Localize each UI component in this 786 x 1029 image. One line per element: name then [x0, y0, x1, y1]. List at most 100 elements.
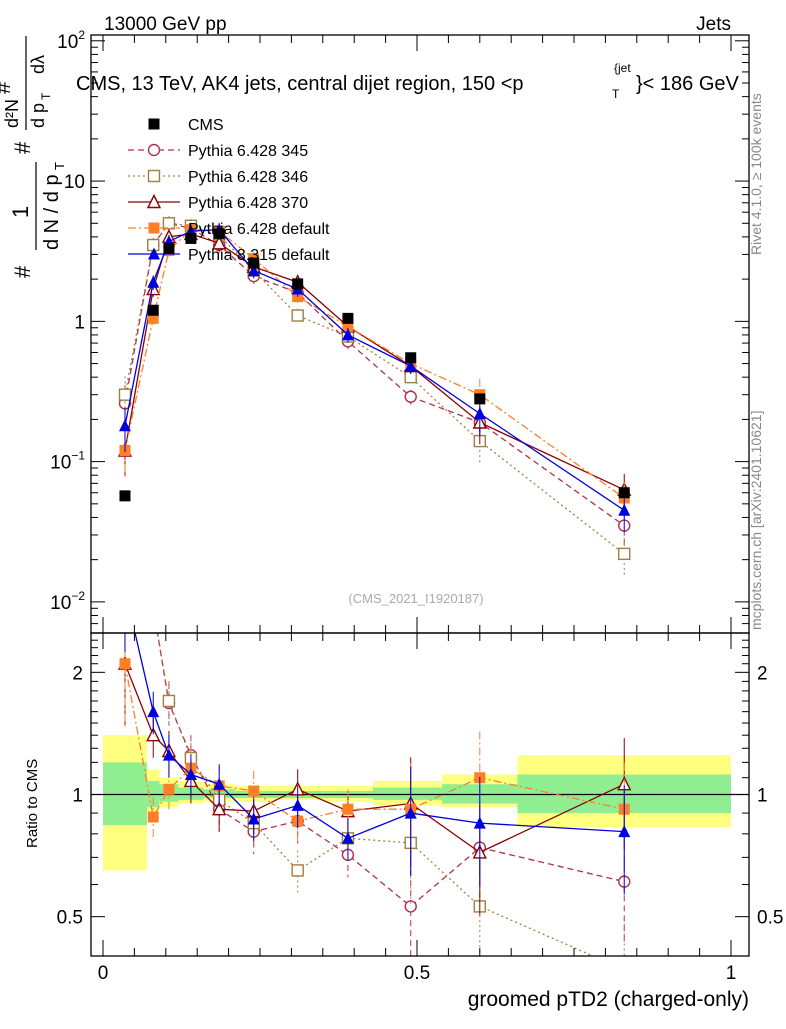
main-ylabel: # 1 d N / d p T # d²N # d p T dλ	[0, 36, 67, 278]
ratio-point-p370	[212, 801, 227, 816]
main-ytick-label: 102	[57, 28, 85, 53]
ratio-ytick-label-left: 0.5	[57, 908, 83, 929]
ratio-point-p370	[146, 727, 161, 742]
analysis-watermark: (CMS_2021_I1920187)	[348, 591, 483, 606]
ylabel-one: 1	[8, 206, 33, 218]
energy-label: 13000 GeV pp	[104, 14, 227, 35]
ratio-ytick-label-left: 1	[72, 786, 83, 807]
main-point-p8def	[247, 264, 260, 277]
ratio-point-p8def	[184, 768, 197, 781]
ratio-series-p8def	[124, 633, 631, 895]
ratio-point-p6def	[119, 658, 131, 670]
ratio-point-p8def	[473, 816, 486, 829]
legend-label-p370: Pythia 6.428 370	[188, 195, 308, 212]
ylabel-numerator: d²N	[2, 99, 22, 128]
xtick-label: 0	[98, 963, 109, 984]
main-ytick-label: 10−2	[50, 589, 85, 614]
ratio-ytick-label-right: 2	[757, 663, 768, 684]
main-point-cms	[147, 304, 159, 316]
main-point-p6def	[342, 320, 354, 332]
ratio-plot-area	[91, 633, 749, 956]
main-point-p346	[618, 547, 631, 561]
main-point-cms	[618, 487, 630, 499]
jets-label: Jets	[696, 14, 731, 35]
ratio-point-p8def	[291, 798, 304, 811]
ylabel-den2-sub: T	[39, 92, 53, 100]
ratio-point-p6def	[342, 803, 354, 815]
main-line-p345	[124, 222, 625, 527]
ratio-point-p346	[162, 694, 176, 708]
main-ytick-label: 10	[64, 172, 85, 193]
main-point-cms	[405, 352, 417, 364]
main-point-cms	[342, 312, 354, 324]
xtick-label: 1	[726, 963, 737, 984]
main-point-p346	[291, 309, 304, 322]
ratio-point-p8def	[162, 748, 175, 761]
main-point-p6def	[147, 312, 159, 324]
legend-marker-p346	[147, 169, 161, 183]
ylabel-hash: #	[10, 265, 35, 278]
ratio-point-p8def	[404, 806, 417, 819]
ratio-point-p6def	[147, 811, 159, 823]
legend-entry-cms: CMS	[148, 117, 224, 134]
main-point-p370	[212, 235, 227, 250]
ratio-ylabel: Ratio to CMS	[24, 759, 41, 848]
ratio-point-p8def	[247, 812, 260, 825]
ratio-point-p8def	[213, 777, 226, 790]
legend-marker-p370	[146, 193, 162, 209]
ratio-point-p345	[404, 900, 417, 913]
plot-title: CMS, 13 TeV, AK4 jets, central dijet reg…	[76, 61, 740, 101]
ratio-point-p8def	[341, 831, 354, 844]
main-point-cms	[185, 232, 197, 244]
mcplots-label: mcplots.cern.ch [arXiv:2401.10621]	[748, 411, 764, 630]
ratio-point-p346	[291, 864, 304, 877]
ylabel-denominator: d N / d p	[41, 174, 63, 250]
main-point-p8def	[618, 503, 631, 516]
main-point-cms	[248, 257, 260, 269]
main-point-p8def	[147, 275, 160, 288]
legend-entry-p346: Pythia 6.428 346	[128, 169, 308, 186]
title-main: CMS, 13 TeV, AK4 jets, central dijet reg…	[76, 73, 524, 95]
legend-marker-p8def	[148, 247, 160, 260]
main-point-p8def	[341, 328, 354, 341]
legend-marker-p345	[147, 143, 161, 157]
legend-label-p6def: Pythia 6.428 default	[188, 221, 330, 238]
ratio-ytick-label-right: 0.5	[757, 908, 783, 929]
main-ytick-label: 1	[74, 312, 85, 333]
ratio-line-p6def	[124, 663, 625, 822]
title-sub: T	[612, 87, 620, 101]
ylabel-dlambda: dλ	[28, 55, 48, 74]
ratio-stat-band	[373, 787, 443, 800]
ylabel-den-sub: T	[52, 162, 67, 170]
ratio-stat-band	[103, 762, 147, 826]
main-plot-area	[117, 216, 632, 576]
xtick-label: 0.5	[404, 963, 430, 984]
main-point-p8def	[473, 407, 486, 420]
main-point-p346	[147, 238, 160, 252]
ylabel-hash-2: #	[10, 141, 35, 154]
title-sup: {jet	[614, 61, 631, 75]
legend-label-cms: CMS	[188, 117, 224, 134]
main-point-cms	[163, 243, 175, 255]
main-point-cms	[213, 228, 225, 240]
ratio-ytick-label-right: 1	[757, 786, 768, 807]
main-point-cms	[119, 490, 131, 502]
rivet-label: Rivet 4.1.0, ≥ 100k events	[748, 93, 764, 255]
x-axis-label: groomed pTD2 (charged-only)	[468, 988, 749, 1011]
ratio-point-p8def	[618, 825, 631, 838]
title-tail: }< 186 GeV	[636, 73, 740, 95]
legend-entry-p8def: Pythia 8.315 default	[128, 247, 330, 264]
main-point-p346	[118, 388, 132, 401]
ylabel-den2: d p	[28, 103, 48, 128]
main-series-cms	[119, 228, 630, 502]
ratio-point-p8def	[147, 705, 160, 718]
legend-label-p8def: Pythia 8.315 default	[188, 247, 330, 264]
main-ytick-label: 10−1	[50, 449, 85, 474]
main-point-p8def	[404, 359, 417, 372]
legend-entry-p345: Pythia 6.428 345	[128, 143, 308, 160]
legend-entry-p370: Pythia 6.428 370	[128, 193, 308, 212]
main-point-p346	[162, 217, 176, 230]
legend-label-p346: Pythia 6.428 346	[188, 169, 308, 186]
